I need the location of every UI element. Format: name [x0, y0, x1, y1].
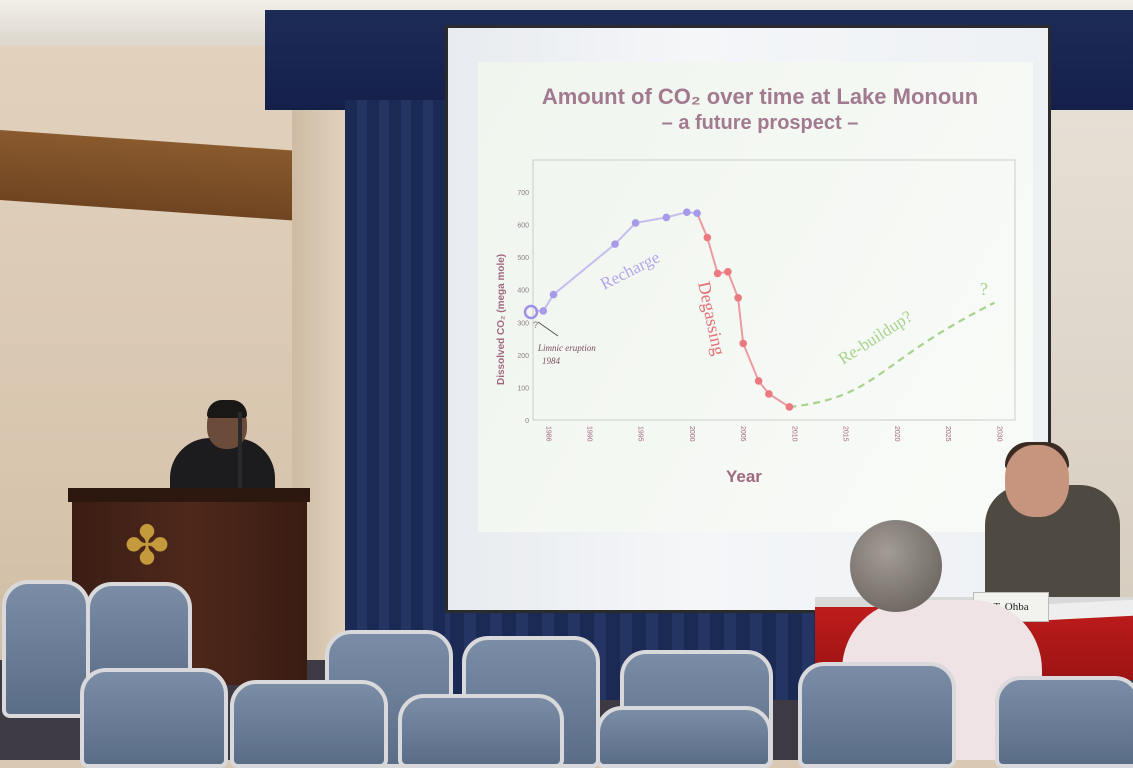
degassing-point — [713, 269, 722, 278]
chair — [230, 680, 388, 768]
slide-title: Amount of CO₂ over time at Lake Monoun — [541, 84, 979, 109]
chair — [995, 676, 1133, 768]
microphone-stand — [238, 412, 242, 492]
x-tick-label: 1986 — [544, 426, 551, 442]
chair — [80, 668, 228, 768]
recharge-point — [631, 219, 640, 227]
x-axis: 1986 1990 1995 2000 2005 2010 2015 2020 2025 2030 — [544, 426, 1002, 442]
recharge-curve — [535, 211, 698, 312]
slide — [478, 62, 1033, 532]
co2-chart: 0 100 200 300 400 500 600 700 1986 1990 1995 2000 2… — [496, 159, 1016, 486]
y-tick-label: 0 — [525, 418, 529, 425]
x-tick-label: 2025 — [944, 426, 951, 442]
plot-frame — [532, 159, 1016, 421]
recharge-point — [549, 290, 558, 299]
recharge-point — [693, 209, 701, 217]
podium-logo-icon: ✤ — [124, 516, 170, 576]
podium-top — [68, 488, 310, 502]
eruption-open-point — [523, 304, 539, 320]
panelist-head — [1005, 445, 1069, 517]
x-tick-label: 2030 — [995, 426, 1002, 442]
recharge-label: Recharge — [597, 248, 663, 294]
x-tick-label: 2000 — [688, 426, 695, 442]
x-tick-label: 2005 — [739, 426, 746, 442]
degassing-point — [703, 233, 712, 242]
y-tick-label: 200 — [517, 353, 529, 360]
x-tick-label: 2015 — [842, 426, 849, 442]
x-tick-label: 1995 — [637, 426, 644, 442]
y-tick-label: 100 — [517, 385, 529, 392]
chair — [596, 706, 772, 768]
slide-subtitle: – a future prospect – — [661, 112, 859, 134]
y-tick-label: 300 — [517, 320, 529, 327]
recharge-point — [611, 240, 619, 248]
chair — [2, 580, 90, 718]
y-tick-label: 700 — [517, 190, 529, 197]
rebuildup-curve — [789, 301, 995, 409]
y-tick-label: 400 — [517, 288, 529, 295]
eruption-label-2: 1984 — [542, 356, 561, 366]
y-tick-label: 500 — [517, 255, 529, 262]
x-axis-label: Year — [726, 467, 762, 486]
y-axis: 0 100 200 300 400 500 600 700 — [517, 190, 529, 425]
recharge-point — [662, 213, 671, 222]
eruption-label-1: Limnic eruption — [537, 343, 596, 353]
degassing-point — [739, 339, 748, 348]
rebuildup-question: ? — [980, 279, 988, 299]
data-points — [539, 208, 794, 411]
open-point-question: ? — [533, 320, 538, 330]
speaker-hair — [207, 400, 247, 418]
recharge-point — [683, 208, 691, 216]
x-tick-label: 1990 — [585, 426, 592, 442]
eruption-pointer — [537, 321, 559, 337]
chair — [398, 694, 564, 768]
degassing-point — [785, 403, 794, 411]
degassing-label: Degassing — [694, 280, 729, 358]
degassing-point — [734, 294, 742, 302]
x-tick-label: 2020 — [893, 426, 900, 442]
chair — [798, 662, 956, 768]
y-axis-label: Dissolved CO₂ (mega mole) — [496, 254, 507, 385]
y-tick-label: 600 — [517, 223, 529, 230]
audience-member-head — [850, 520, 942, 612]
rebuildup-label: Re-buildup? — [835, 307, 916, 369]
degassing-point — [765, 390, 773, 398]
x-tick-label: 2010 — [790, 426, 797, 442]
degassing-point — [754, 377, 763, 385]
degassing-point — [724, 268, 732, 276]
blue-curtain — [345, 100, 450, 700]
recharge-point — [539, 307, 548, 315]
